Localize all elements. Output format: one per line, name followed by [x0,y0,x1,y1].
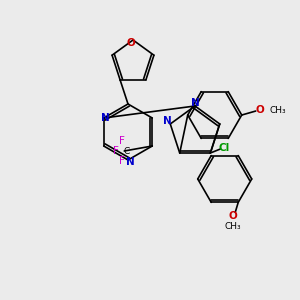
Text: O: O [255,105,264,115]
Text: C: C [123,146,129,155]
Text: N: N [163,116,172,126]
Text: N: N [190,98,200,108]
Text: CH₃: CH₃ [270,106,286,115]
Text: CH₃: CH₃ [225,222,242,231]
Text: F: F [119,156,125,166]
Text: F: F [119,136,125,146]
Text: N: N [101,113,110,123]
Text: N: N [126,157,134,167]
Text: O: O [229,211,238,221]
Text: O: O [127,38,135,48]
Text: F: F [113,146,119,156]
Text: Cl: Cl [219,143,230,153]
